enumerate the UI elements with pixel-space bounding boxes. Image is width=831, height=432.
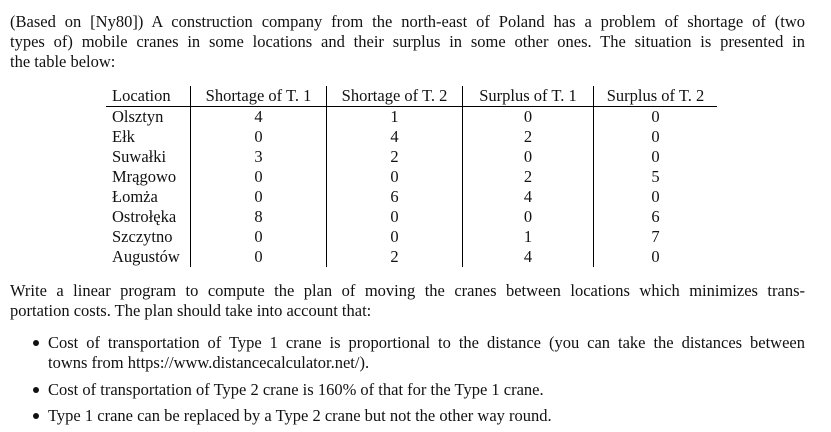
data-table: Location Shortage of T. 1 Shortage of T. 2… (106, 86, 717, 267)
table-row: Ostrołęka 8 0 0 6 (106, 207, 717, 227)
text-line: portation costs. The plan should take in… (10, 301, 372, 320)
table-row: Olsztyn 4 1 0 0 (106, 106, 717, 127)
location-cell: Olsztyn (112, 107, 164, 126)
table-row: Suwałki 3 2 0 0 (106, 147, 717, 167)
value-cell: 2 (462, 127, 594, 147)
value-cell: 2 (462, 167, 594, 187)
value-cell: 0 (593, 187, 717, 207)
value-cell: 0 (190, 167, 327, 187)
value-cell: 4 (190, 106, 327, 127)
value-cell: 5 (593, 167, 717, 187)
value-cell: 2 (326, 247, 463, 267)
location-cell: Augustów (112, 247, 180, 266)
value-cell: 0 (593, 106, 717, 127)
value-cell: 6 (593, 207, 717, 227)
text-line: the table below: (10, 52, 116, 71)
table-row: Szczytno 0 0 1 7 (106, 227, 717, 247)
location-cell: Szczytno (112, 227, 173, 246)
value-cell: 1 (462, 227, 594, 247)
header-cell: Surplus of T. 2 (593, 86, 717, 107)
value-cell: 2 (326, 147, 463, 167)
table-row: Augustów 0 2 4 0 (106, 247, 717, 267)
bullet (33, 387, 39, 393)
table-row: Mrągowo 0 0 2 5 (106, 167, 717, 187)
header-cell: Location (106, 86, 191, 107)
value-cell: 4 (462, 187, 594, 207)
value-cell: 0 (462, 106, 594, 127)
header-cell: Shortage of T. 1 (190, 86, 327, 107)
value-cell: 0 (593, 147, 717, 167)
value-cell: 0 (190, 187, 327, 207)
value-cell: 8 (190, 207, 327, 227)
location-cell: Suwałki (112, 147, 167, 166)
value-cell: 4 (462, 247, 594, 267)
value-cell: 1 (326, 106, 463, 127)
bullet (33, 413, 39, 419)
location-cell: Ełk (112, 127, 135, 146)
location-cell: Mrągowo (112, 167, 177, 186)
text-line: types of) mobile cranes in some location… (10, 32, 805, 51)
header-row: Location Shortage of T. 1 Shortage of T. 2… (106, 86, 717, 107)
value-cell: 0 (326, 167, 463, 187)
value-cell: 4 (326, 127, 463, 147)
value-cell: 6 (326, 187, 463, 207)
table-row: Łomża 0 6 4 0 (106, 187, 717, 207)
text-line: (Based on [Ny80]) A construction company… (10, 12, 805, 31)
value-cell: 0 (462, 207, 594, 227)
text-line: towns from https://www.distancecalculato… (48, 353, 370, 372)
value-cell: 0 (326, 227, 463, 247)
text-line: Cost of transportation of Type 2 crane i… (48, 380, 544, 399)
value-cell: 3 (190, 147, 327, 167)
header-cell: Shortage of T. 2 (326, 86, 463, 107)
value-cell: 0 (326, 207, 463, 227)
value-cell: 0 (190, 227, 327, 247)
value-cell: 7 (593, 227, 717, 247)
value-cell: 0 (593, 127, 717, 147)
value-cell: 0 (593, 247, 717, 267)
bullet (33, 340, 39, 346)
text-line: Type 1 crane can be replaced by a Type 2… (48, 406, 552, 425)
value-cell: 0 (190, 247, 327, 267)
header-cell: Surplus of T. 1 (462, 86, 594, 107)
text-line: Write a linear program to compute the pl… (10, 281, 805, 300)
text-line: Cost of transportation of Type 1 crane i… (48, 333, 805, 352)
location-cell: Łomża (112, 187, 158, 206)
value-cell: 0 (190, 127, 327, 147)
location-cell: Ostrołęka (112, 207, 177, 226)
table-row: Ełk 0 4 2 0 (106, 127, 717, 147)
value-cell: 0 (462, 147, 594, 167)
